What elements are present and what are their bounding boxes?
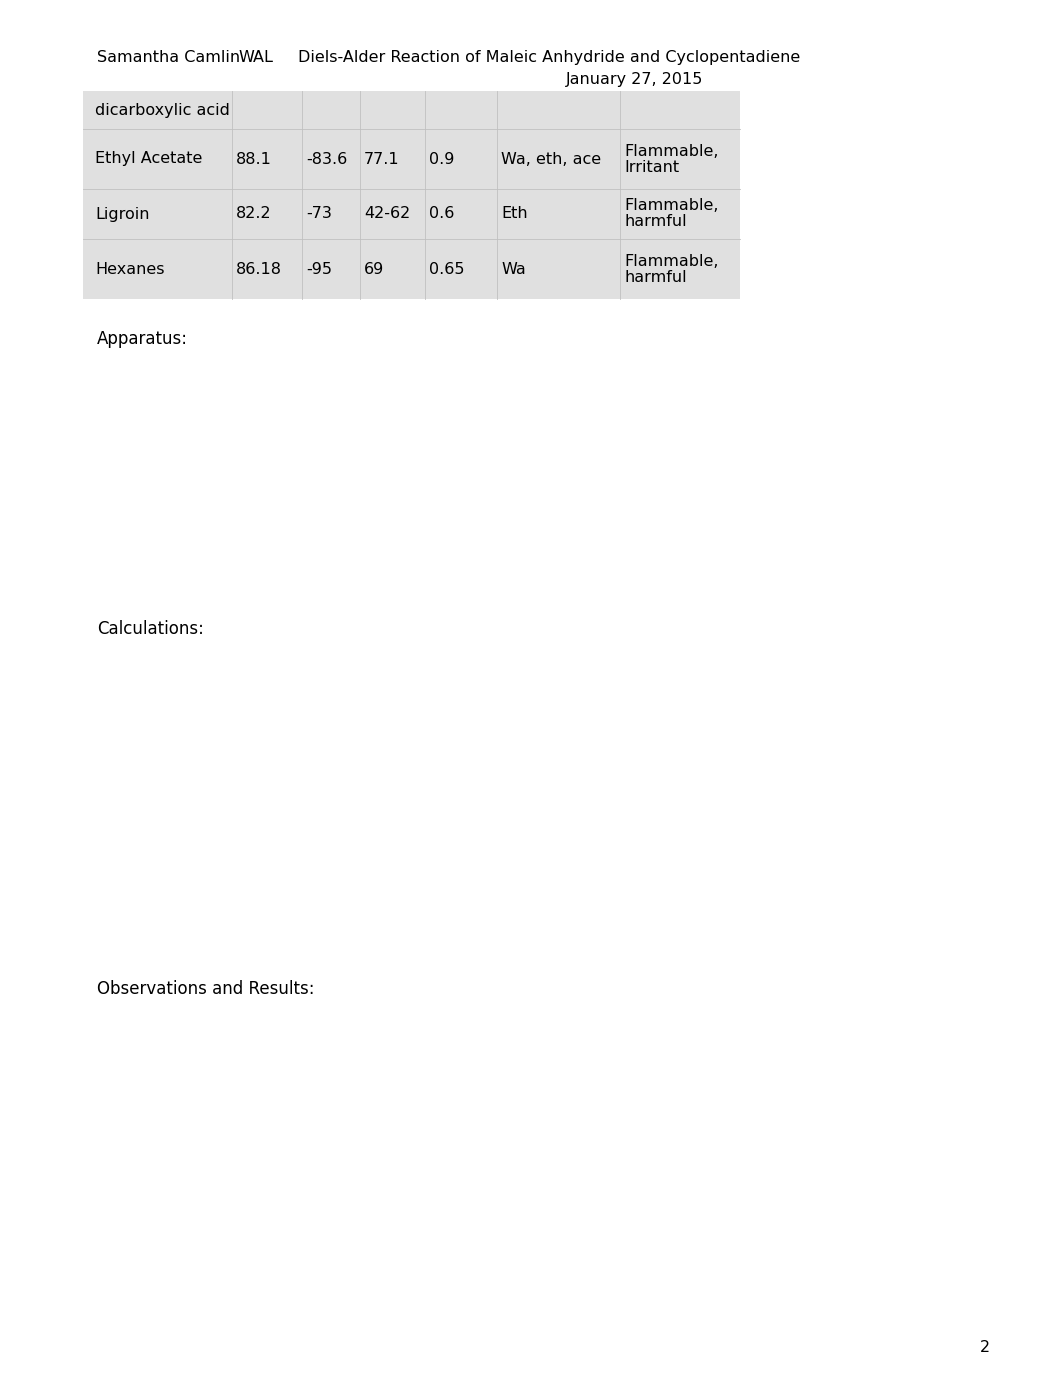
Text: harmful: harmful	[624, 215, 687, 230]
Text: -73: -73	[306, 207, 331, 222]
Text: 77.1: 77.1	[364, 151, 399, 167]
Text: Apparatus:: Apparatus:	[97, 330, 188, 348]
Text: Wa: Wa	[501, 262, 526, 277]
Text: Diels-Alder Reaction of Maleic Anhydride and Cyclopentadiene: Diels-Alder Reaction of Maleic Anhydride…	[298, 50, 801, 65]
Text: 2: 2	[980, 1340, 990, 1355]
Text: dicarboxylic acid: dicarboxylic acid	[95, 102, 229, 117]
Text: Ligroin: Ligroin	[95, 207, 150, 222]
Text: WAL: WAL	[238, 50, 273, 65]
Text: Hexanes: Hexanes	[95, 262, 165, 277]
Text: Flammable,: Flammable,	[624, 253, 719, 269]
Text: Flammable,: Flammable,	[624, 143, 719, 158]
Text: Irritant: Irritant	[624, 160, 679, 175]
Text: Ethyl Acetate: Ethyl Acetate	[95, 151, 203, 167]
Text: 42-62: 42-62	[364, 207, 410, 222]
Text: 69: 69	[364, 262, 384, 277]
Text: Eth: Eth	[501, 207, 528, 222]
Text: Samantha Camlin: Samantha Camlin	[97, 50, 240, 65]
Text: Calculations:: Calculations:	[97, 620, 204, 638]
Text: harmful: harmful	[624, 270, 687, 285]
Text: 0.65: 0.65	[429, 262, 464, 277]
Text: 82.2: 82.2	[236, 207, 272, 222]
Text: -83.6: -83.6	[306, 151, 347, 167]
Text: 0.6: 0.6	[429, 207, 455, 222]
Text: Observations and Results:: Observations and Results:	[97, 980, 314, 998]
Text: 86.18: 86.18	[236, 262, 282, 277]
Text: January 27, 2015: January 27, 2015	[566, 72, 703, 87]
Text: -95: -95	[306, 262, 332, 277]
Bar	[83, 91, 740, 299]
Text: 0.9: 0.9	[429, 151, 455, 167]
Text: 88.1: 88.1	[236, 151, 272, 167]
Text: Flammable,: Flammable,	[624, 198, 719, 213]
Text: Wa, eth, ace: Wa, eth, ace	[501, 151, 601, 167]
